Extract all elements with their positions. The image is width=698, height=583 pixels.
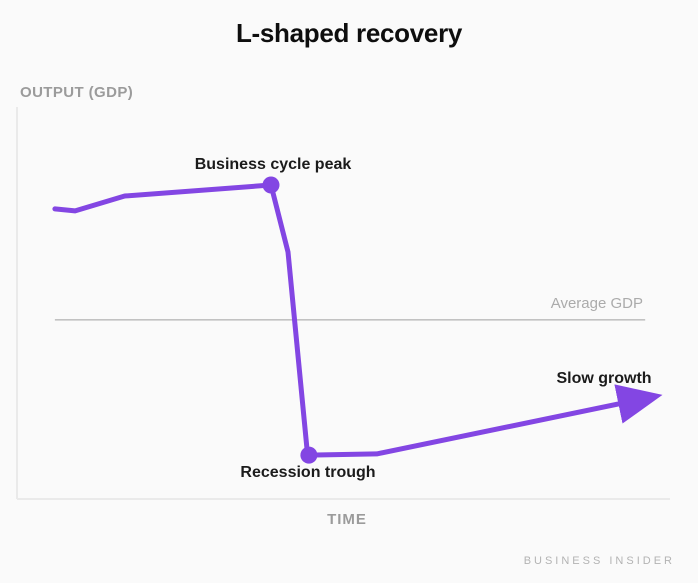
- source-watermark: BUSINESS INSIDER: [523, 555, 675, 567]
- trough-annotation: Recession trough: [240, 464, 376, 481]
- marker-dots: [262, 176, 318, 464]
- output-line: [52, 182, 663, 458]
- average-gdp-annotation: Average GDP: [550, 295, 643, 312]
- peak-annotation: Business cycle peak: [194, 156, 352, 173]
- x-axis-label: TIME: [327, 511, 367, 528]
- trough-dot: [300, 446, 318, 464]
- y-axis-label: OUTPUT (GDP): [20, 84, 134, 101]
- peak-dot: [262, 176, 280, 194]
- slow-growth-annotation: Slow growth: [556, 370, 652, 387]
- chart-title: L-shaped recovery: [235, 18, 463, 48]
